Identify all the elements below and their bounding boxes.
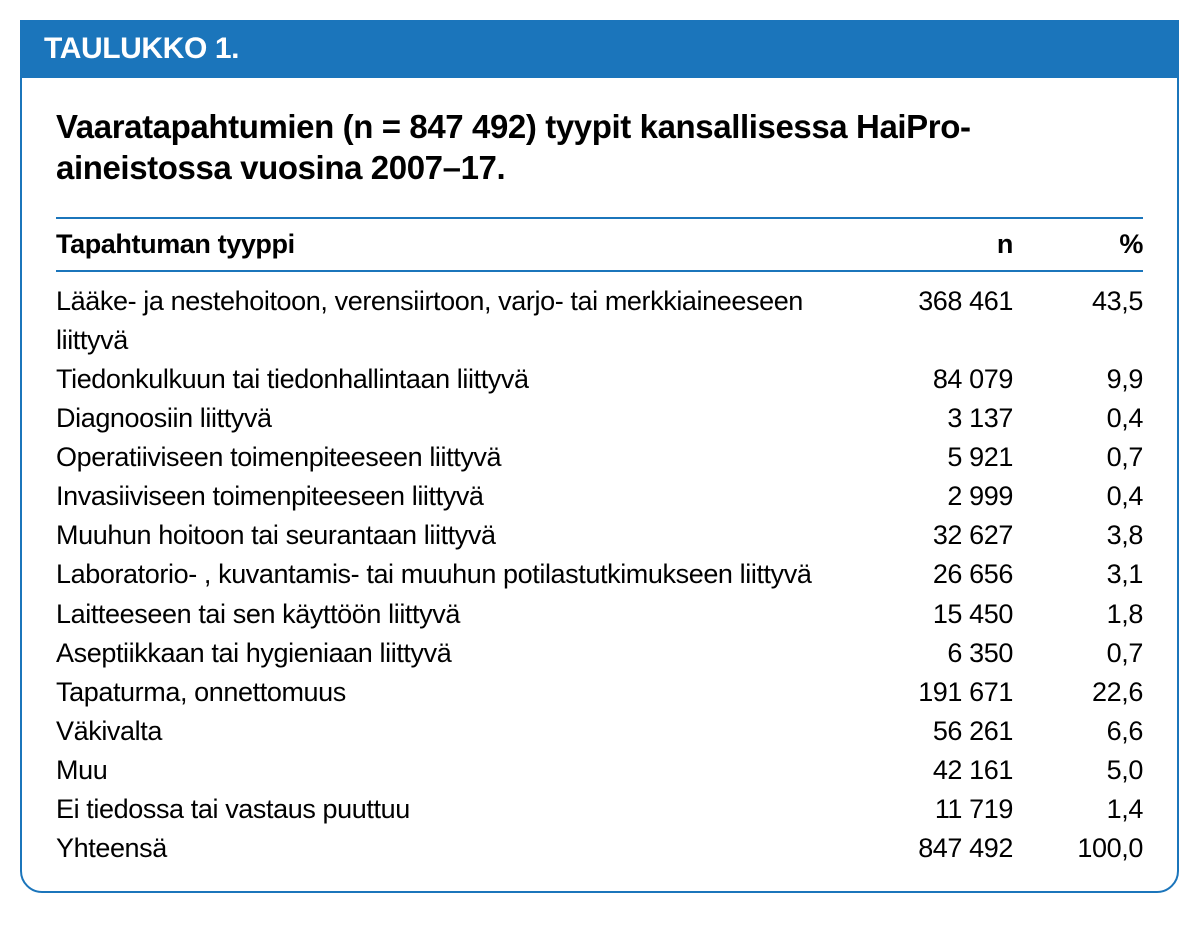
cell-n: 2 999 (863, 477, 1013, 516)
cell-pct: 1,8 (1013, 595, 1143, 634)
cell-n: 42 161 (863, 751, 1013, 790)
table-card: TAULUKKO 1. Vaaratapahtumien (n = 847 49… (20, 20, 1179, 893)
table-row: Tapaturma, onnettomuus191 67122,6 (56, 673, 1143, 712)
cell-pct: 5,0 (1013, 751, 1143, 790)
table-row: Ei tiedossa tai vastaus puuttuu11 7191,4 (56, 790, 1143, 829)
cell-n: 26 656 (863, 555, 1013, 594)
table-label: TAULUKKO 1. (44, 32, 239, 65)
col-header-type: Tapahtuman tyyppi (56, 229, 863, 260)
cell-n: 6 350 (863, 634, 1013, 673)
cell-n: 5 921 (863, 438, 1013, 477)
cell-type: Lääke- ja nestehoitoon, verensiirtoon, v… (56, 282, 863, 360)
table-row: Operatiiviseen toimenpiteeseen liittyvä5… (56, 438, 1143, 477)
cell-pct: 3,1 (1013, 555, 1143, 594)
cell-type: Operatiiviseen toimenpiteeseen liittyvä (56, 438, 863, 477)
table-row: Tiedonkulkuun tai tiedonhallintaan liitt… (56, 360, 1143, 399)
cell-pct: 100,0 (1013, 829, 1143, 868)
cell-type: Väkivalta (56, 712, 863, 751)
cell-n: 56 261 (863, 712, 1013, 751)
cell-n: 15 450 (863, 595, 1013, 634)
cell-n: 11 719 (863, 790, 1013, 829)
cell-pct: 1,4 (1013, 790, 1143, 829)
table-row: Yhteensä847 492100,0 (56, 829, 1143, 868)
table-row: Aseptiikkaan tai hygieniaan liittyvä6 35… (56, 634, 1143, 673)
cell-pct: 22,6 (1013, 673, 1143, 712)
col-header-n: n (863, 229, 1013, 260)
table-label-bar: TAULUKKO 1. (22, 22, 1177, 78)
table-row: Väkivalta56 2616,6 (56, 712, 1143, 751)
table-row: Laitteeseen tai sen käyttöön liittyvä15 … (56, 595, 1143, 634)
cell-type: Invasiiviseen toimenpiteeseen liittyvä (56, 477, 863, 516)
cell-pct: 6,6 (1013, 712, 1143, 751)
cell-type: Laitteeseen tai sen käyttöön liittyvä (56, 595, 863, 634)
cell-pct: 0,4 (1013, 399, 1143, 438)
cell-type: Laboratorio- , kuvantamis- tai muuhun po… (56, 555, 863, 594)
cell-type: Aseptiikkaan tai hygieniaan liittyvä (56, 634, 863, 673)
cell-pct: 0,4 (1013, 477, 1143, 516)
table-row: Muuhun hoitoon tai seurantaan liittyvä32… (56, 516, 1143, 555)
column-header-row: Tapahtuman tyyppi n % (56, 219, 1143, 270)
data-rows: Lääke- ja nestehoitoon, verensiirtoon, v… (56, 272, 1143, 869)
cell-n: 84 079 (863, 360, 1013, 399)
cell-type: Diagnoosiin liittyvä (56, 399, 863, 438)
cell-pct: 0,7 (1013, 438, 1143, 477)
cell-n: 368 461 (863, 282, 1013, 360)
cell-n: 32 627 (863, 516, 1013, 555)
cell-n: 3 137 (863, 399, 1013, 438)
cell-n: 191 671 (863, 673, 1013, 712)
cell-type: Muu (56, 751, 863, 790)
cell-pct: 9,9 (1013, 360, 1143, 399)
table-title: Vaaratapahtumien (n = 847 492) tyypit ka… (56, 106, 1143, 189)
table-row: Muu42 1615,0 (56, 751, 1143, 790)
cell-type: Tiedonkulkuun tai tiedonhallintaan liitt… (56, 360, 863, 399)
cell-type: Yhteensä (56, 829, 863, 868)
table-row: Lääke- ja nestehoitoon, verensiirtoon, v… (56, 282, 1143, 360)
table-row: Diagnoosiin liittyvä3 1370,4 (56, 399, 1143, 438)
cell-pct: 43,5 (1013, 282, 1143, 360)
cell-type: Ei tiedossa tai vastaus puuttuu (56, 790, 863, 829)
table-row: Invasiiviseen toimenpiteeseen liittyvä2 … (56, 477, 1143, 516)
table-row: Laboratorio- , kuvantamis- tai muuhun po… (56, 555, 1143, 594)
table-body: Vaaratapahtumien (n = 847 492) tyypit ka… (22, 78, 1177, 891)
cell-type: Tapaturma, onnettomuus (56, 673, 863, 712)
col-header-pct: % (1013, 229, 1143, 260)
cell-type: Muuhun hoitoon tai seurantaan liittyvä (56, 516, 863, 555)
cell-pct: 0,7 (1013, 634, 1143, 673)
cell-n: 847 492 (863, 829, 1013, 868)
cell-pct: 3,8 (1013, 516, 1143, 555)
